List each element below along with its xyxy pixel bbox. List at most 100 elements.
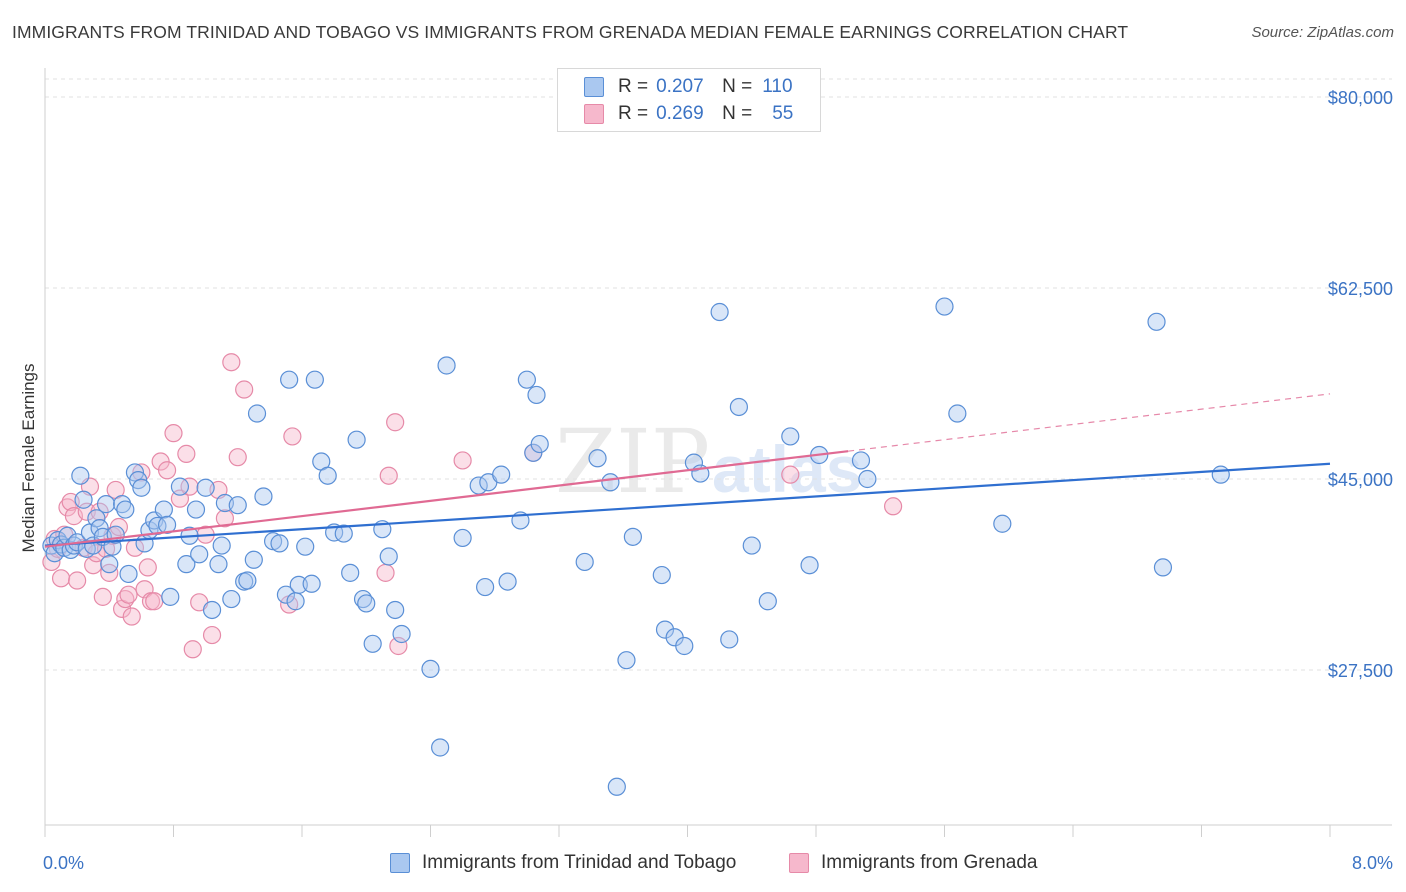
blue-data-point — [858, 469, 877, 489]
blue-data-point — [280, 370, 299, 389]
blue-data-point — [527, 385, 546, 405]
pink-data-point — [77, 502, 96, 521]
blue-data-point — [74, 490, 93, 509]
blue-data-point — [1211, 465, 1230, 484]
blue-data-point — [228, 496, 247, 515]
legend-r-value-blue: 0.207 — [656, 76, 704, 97]
blue-data-point — [296, 537, 315, 556]
blue-data-point — [302, 574, 321, 593]
blue-data-point — [720, 630, 739, 649]
legend-swatch-blue — [584, 77, 604, 97]
blue-data-point — [148, 516, 167, 536]
blue-data-point — [87, 509, 106, 528]
y-axis-label: Median Female Earnings — [19, 364, 38, 553]
y-tick-label: $27,500 — [1328, 661, 1393, 681]
watermark-zip: ZIP — [555, 410, 710, 513]
legend-item-grenada[interactable]: Immigrants from Grenada — [789, 852, 1037, 874]
pink-data-point — [781, 465, 800, 484]
blue-data-point — [575, 552, 594, 572]
legend-label-trinidad: Immigrants from Trinidad and Tobago — [422, 852, 737, 873]
blue-data-point — [607, 777, 626, 796]
blue-data-point — [601, 473, 620, 492]
blue-data-point — [318, 466, 337, 485]
blue-data-point — [157, 515, 177, 534]
blue-data-point — [341, 563, 360, 582]
blue-data-point — [119, 564, 138, 584]
pink-data-point — [883, 497, 903, 516]
legend-item-trinidad[interactable]: Immigrants from Trinidad and Tobago — [390, 852, 736, 874]
pink-data-point — [386, 413, 405, 432]
legend-swatch-pink — [584, 104, 604, 124]
blue-data-point — [386, 600, 405, 620]
blue-data-point — [437, 356, 456, 375]
pink-trendline-extension — [848, 393, 1331, 452]
blue-data-point — [244, 550, 263, 569]
blue-data-point — [758, 592, 777, 611]
blue-trendline — [44, 462, 1331, 547]
blue-data-point — [476, 577, 495, 597]
pink-data-point — [389, 636, 408, 656]
blue-data-point — [71, 466, 90, 485]
blue-data-point — [530, 434, 549, 454]
blue-data-point — [209, 555, 228, 574]
legend-r-value-pink: 0.269 — [656, 103, 704, 124]
blue-data-point — [222, 589, 241, 609]
blue-data-point — [851, 451, 871, 470]
zipatlas-watermark: ZIP atlas — [555, 410, 862, 513]
pink-data-point — [84, 556, 103, 575]
pink-data-point — [222, 353, 241, 372]
blue-data-point — [453, 528, 472, 548]
blue-data-point — [289, 575, 308, 594]
blue-data-point — [254, 487, 273, 506]
blue-data-point — [96, 495, 116, 514]
blue-data-point — [652, 565, 671, 585]
blue-data-point — [190, 545, 209, 564]
legend-r-label: R = — [618, 76, 649, 97]
pink-data-point — [180, 477, 199, 496]
blue-data-point — [588, 449, 607, 468]
blue-data-point — [379, 547, 398, 566]
blue-data-point — [305, 370, 324, 389]
legend-row-blue: R = 0.207 N = 110 — [584, 75, 793, 99]
blue-data-point — [935, 297, 954, 316]
blue-data-point — [116, 500, 135, 519]
y-tick-label: $62,500 — [1328, 279, 1393, 299]
x-tick-label-min: 0.0% — [43, 853, 84, 873]
legend-n-label: N = — [722, 76, 753, 97]
blue-data-point — [276, 585, 296, 604]
blue-data-point — [161, 587, 180, 606]
blue-data-point — [347, 430, 366, 449]
blue-data-point — [655, 620, 675, 639]
legend-n-value-blue: 110 — [762, 76, 793, 97]
pink-data-point — [145, 592, 164, 611]
legend-n-label: N = — [722, 103, 753, 124]
pink-data-point — [119, 585, 138, 604]
blue-data-point — [617, 651, 636, 670]
pink-data-point — [283, 427, 302, 446]
blue-data-point — [710, 302, 729, 322]
legend-label-grenada: Immigrants from Grenada — [821, 852, 1038, 873]
pink-data-point — [202, 625, 222, 645]
blue-data-point — [100, 555, 119, 574]
blue-data-point — [238, 571, 257, 590]
blue-data-point — [186, 500, 206, 519]
pink-data-point — [157, 461, 177, 480]
legend-swatch-trinidad — [390, 853, 410, 873]
source-label: Source: ZipAtlas.com — [1251, 24, 1394, 41]
legend-row-pink: R = 0.269 N = 55 — [584, 102, 793, 126]
pink-data-point — [122, 607, 141, 626]
blue-data-point — [286, 592, 305, 611]
blue-data-point — [993, 514, 1012, 533]
blue-data-point — [154, 500, 173, 519]
pink-data-point — [228, 448, 247, 467]
blue-data-point — [170, 477, 190, 496]
pink-data-point — [215, 509, 234, 528]
y-tick-label: $45,000 — [1328, 470, 1393, 490]
blue-data-point — [431, 738, 450, 757]
pink-data-point — [164, 424, 183, 443]
pink-data-point — [235, 380, 254, 399]
blue-data-point — [1147, 312, 1166, 331]
chart-title: IMMIGRANTS FROM TRINIDAD AND TOBAGO VS I… — [12, 22, 1129, 42]
blue-data-point — [421, 659, 440, 679]
